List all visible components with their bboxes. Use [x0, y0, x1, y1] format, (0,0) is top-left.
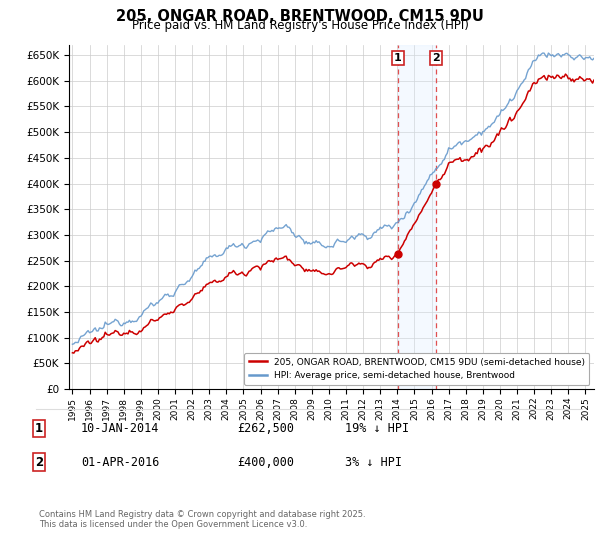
Text: 1: 1: [394, 53, 402, 63]
Text: 2: 2: [35, 455, 43, 469]
Text: £400,000: £400,000: [237, 455, 294, 469]
Text: 01-APR-2016: 01-APR-2016: [81, 455, 160, 469]
Bar: [398, 45, 436, 389]
Legend: 205, ONGAR ROAD, BRENTWOOD, CM15 9DU (semi-detached house), HPI: Average price, : 205, ONGAR ROAD, BRENTWOOD, CM15 9DU (se…: [244, 353, 589, 385]
Text: 1: 1: [35, 422, 43, 435]
Text: 10-JAN-2014: 10-JAN-2014: [81, 422, 160, 435]
Text: 19% ↓ HPI: 19% ↓ HPI: [345, 422, 409, 435]
Text: £262,500: £262,500: [237, 422, 294, 435]
Text: Contains HM Land Registry data © Crown copyright and database right 2025.
This d: Contains HM Land Registry data © Crown c…: [39, 510, 365, 529]
Text: 2: 2: [432, 53, 440, 63]
Text: Price paid vs. HM Land Registry's House Price Index (HPI): Price paid vs. HM Land Registry's House …: [131, 19, 469, 32]
Text: 3% ↓ HPI: 3% ↓ HPI: [345, 455, 402, 469]
Text: 205, ONGAR ROAD, BRENTWOOD, CM15 9DU: 205, ONGAR ROAD, BRENTWOOD, CM15 9DU: [116, 9, 484, 24]
